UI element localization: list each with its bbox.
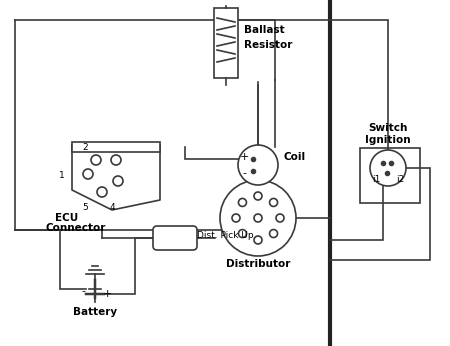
Circle shape: [270, 199, 278, 207]
Text: i1: i1: [372, 175, 380, 184]
Circle shape: [238, 229, 247, 238]
Circle shape: [254, 236, 262, 244]
Text: Connector: Connector: [45, 223, 105, 233]
Circle shape: [232, 214, 240, 222]
Bar: [360, 148, 420, 203]
Text: 2: 2: [82, 144, 88, 153]
Text: Ignition: Ignition: [365, 135, 411, 145]
Circle shape: [238, 145, 278, 185]
Bar: [214, 8, 238, 78]
Text: Distributor: Distributor: [226, 259, 290, 269]
Text: 5: 5: [82, 202, 88, 211]
Text: Ballast: Ballast: [244, 25, 284, 35]
Text: 4: 4: [109, 202, 115, 211]
FancyBboxPatch shape: [153, 226, 197, 250]
Bar: [72, 142, 160, 152]
Circle shape: [220, 180, 296, 256]
Circle shape: [111, 155, 121, 165]
Circle shape: [238, 199, 247, 207]
Text: Switch: Switch: [368, 123, 408, 133]
Text: Resistor: Resistor: [244, 40, 292, 50]
Circle shape: [370, 150, 406, 186]
Polygon shape: [72, 145, 160, 210]
Text: ECU: ECU: [55, 213, 78, 223]
Circle shape: [276, 214, 284, 222]
Text: -: -: [81, 286, 85, 296]
Circle shape: [113, 176, 123, 186]
Text: -: -: [242, 168, 246, 178]
Text: Dist. Pick Up: Dist. Pick Up: [197, 231, 254, 240]
Circle shape: [97, 187, 107, 197]
Circle shape: [254, 214, 262, 222]
Text: 1: 1: [59, 171, 65, 180]
Circle shape: [270, 229, 278, 238]
Circle shape: [254, 192, 262, 200]
Text: i2: i2: [396, 175, 404, 184]
Circle shape: [91, 155, 101, 165]
Text: +: +: [102, 289, 112, 299]
Text: Battery: Battery: [73, 307, 117, 317]
Text: +: +: [239, 152, 249, 162]
Circle shape: [83, 169, 93, 179]
Text: Coil: Coil: [283, 152, 305, 162]
